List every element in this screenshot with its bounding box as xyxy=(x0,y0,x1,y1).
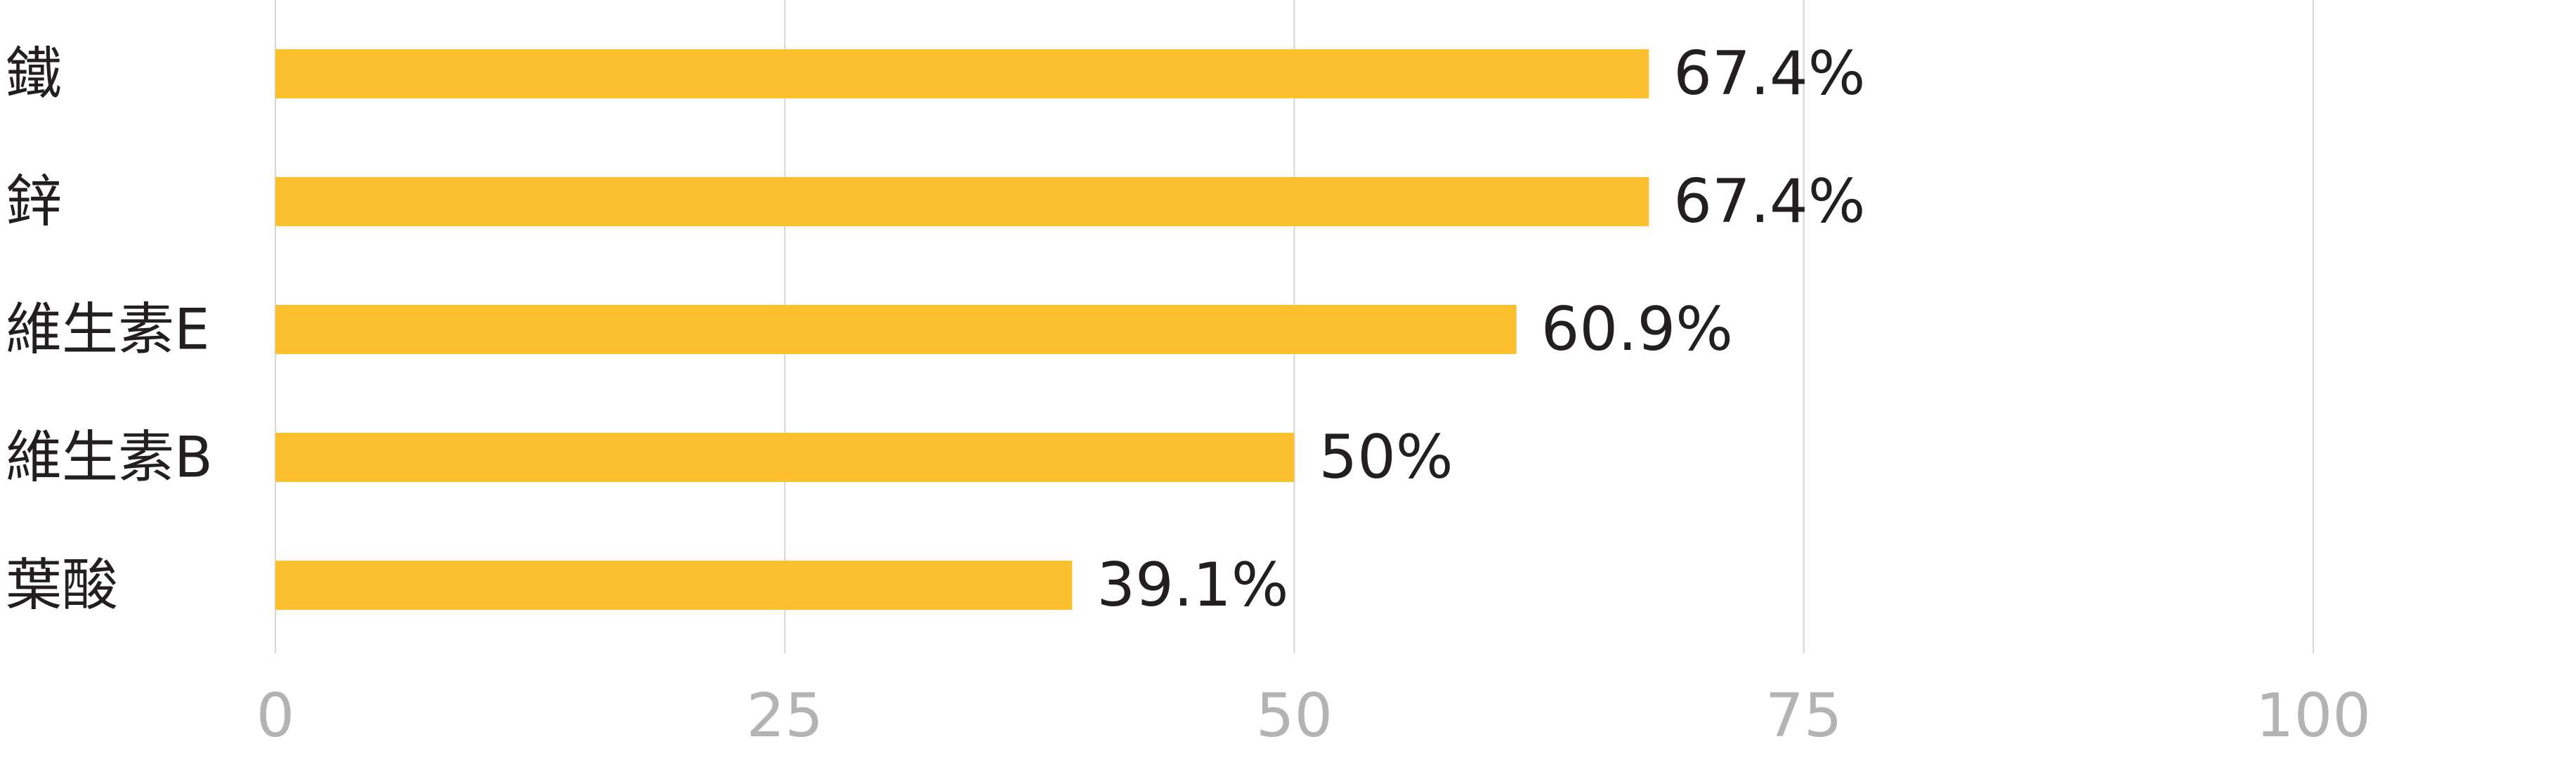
bar xyxy=(275,433,1295,482)
category-label: 鋅 xyxy=(6,169,62,235)
label-layer: 鐵 67.4% 鋅 67.4% 維生素E 60.9% 維生素B 50% 葉酸 39.1% xyxy=(6,39,1865,620)
bar-layer xyxy=(275,49,1649,610)
category-label: 維生素B xyxy=(6,425,213,490)
bar xyxy=(275,305,1517,354)
tick-layer: 0 25 50 75 100 xyxy=(256,681,2371,751)
data-label: 60.9% xyxy=(1541,294,1733,365)
category-label: 維生素E xyxy=(6,297,210,363)
x-tick-label: 75 xyxy=(1765,681,1842,751)
x-tick-label: 100 xyxy=(2256,681,2371,751)
bar xyxy=(275,49,1649,98)
category-label: 葉酸 xyxy=(6,553,118,618)
data-label: 39.1% xyxy=(1097,550,1288,620)
category-label: 鐵 xyxy=(6,41,62,107)
bar xyxy=(275,177,1649,226)
x-tick-label: 50 xyxy=(1256,681,1333,751)
x-tick-label: 25 xyxy=(747,681,823,751)
x-tick-label: 0 xyxy=(256,681,295,751)
bar xyxy=(275,561,1073,610)
data-label: 67.4% xyxy=(1673,167,1865,237)
data-label: 50% xyxy=(1319,422,1453,492)
data-label: 67.4% xyxy=(1673,39,1865,109)
